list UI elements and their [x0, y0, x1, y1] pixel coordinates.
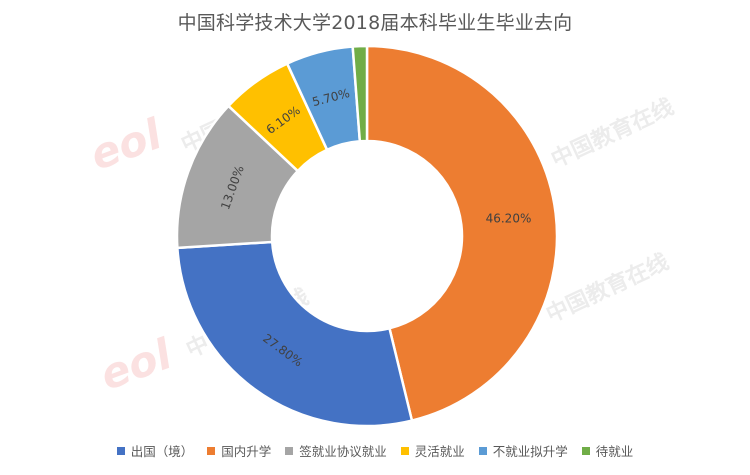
chart-legend: 出国（境） 国内升学 签就业协议就业 灵活就业 不就业拟升学 待就业 — [0, 441, 750, 460]
legend-item: 不就业拟升学 — [478, 441, 568, 460]
chart-title: 中国科学技术大学2018届本科毕业生毕业去向 — [177, 12, 573, 34]
legend-swatch-icon — [285, 446, 294, 455]
slice-1 — [365, 44, 559, 423]
legend-label: 灵活就业 — [414, 444, 465, 459]
legend-item: 灵活就业 — [400, 441, 465, 460]
legend-item: 待就业 — [581, 441, 634, 460]
legend-label: 出国（境） — [130, 444, 194, 459]
legend-swatch-icon — [478, 446, 487, 455]
data-label: 46.20% — [486, 212, 532, 226]
legend-label: 待就业 — [595, 444, 634, 459]
slice-5 — [351, 44, 369, 143]
legend-item: 国内升学 — [207, 441, 271, 460]
slice-0 — [176, 240, 414, 428]
legend-label: 不就业拟升学 — [492, 444, 568, 459]
legend-item: 签就业协议就业 — [285, 441, 387, 460]
legend-swatch-icon — [207, 446, 216, 455]
legend-label: 国内升学 — [221, 444, 272, 459]
legend-swatch-icon — [400, 446, 409, 455]
legend-swatch-icon — [116, 446, 125, 455]
legend-label: 签就业协议就业 — [299, 444, 387, 459]
legend-swatch-icon — [581, 446, 590, 455]
legend-item: 出国（境） — [116, 441, 194, 460]
